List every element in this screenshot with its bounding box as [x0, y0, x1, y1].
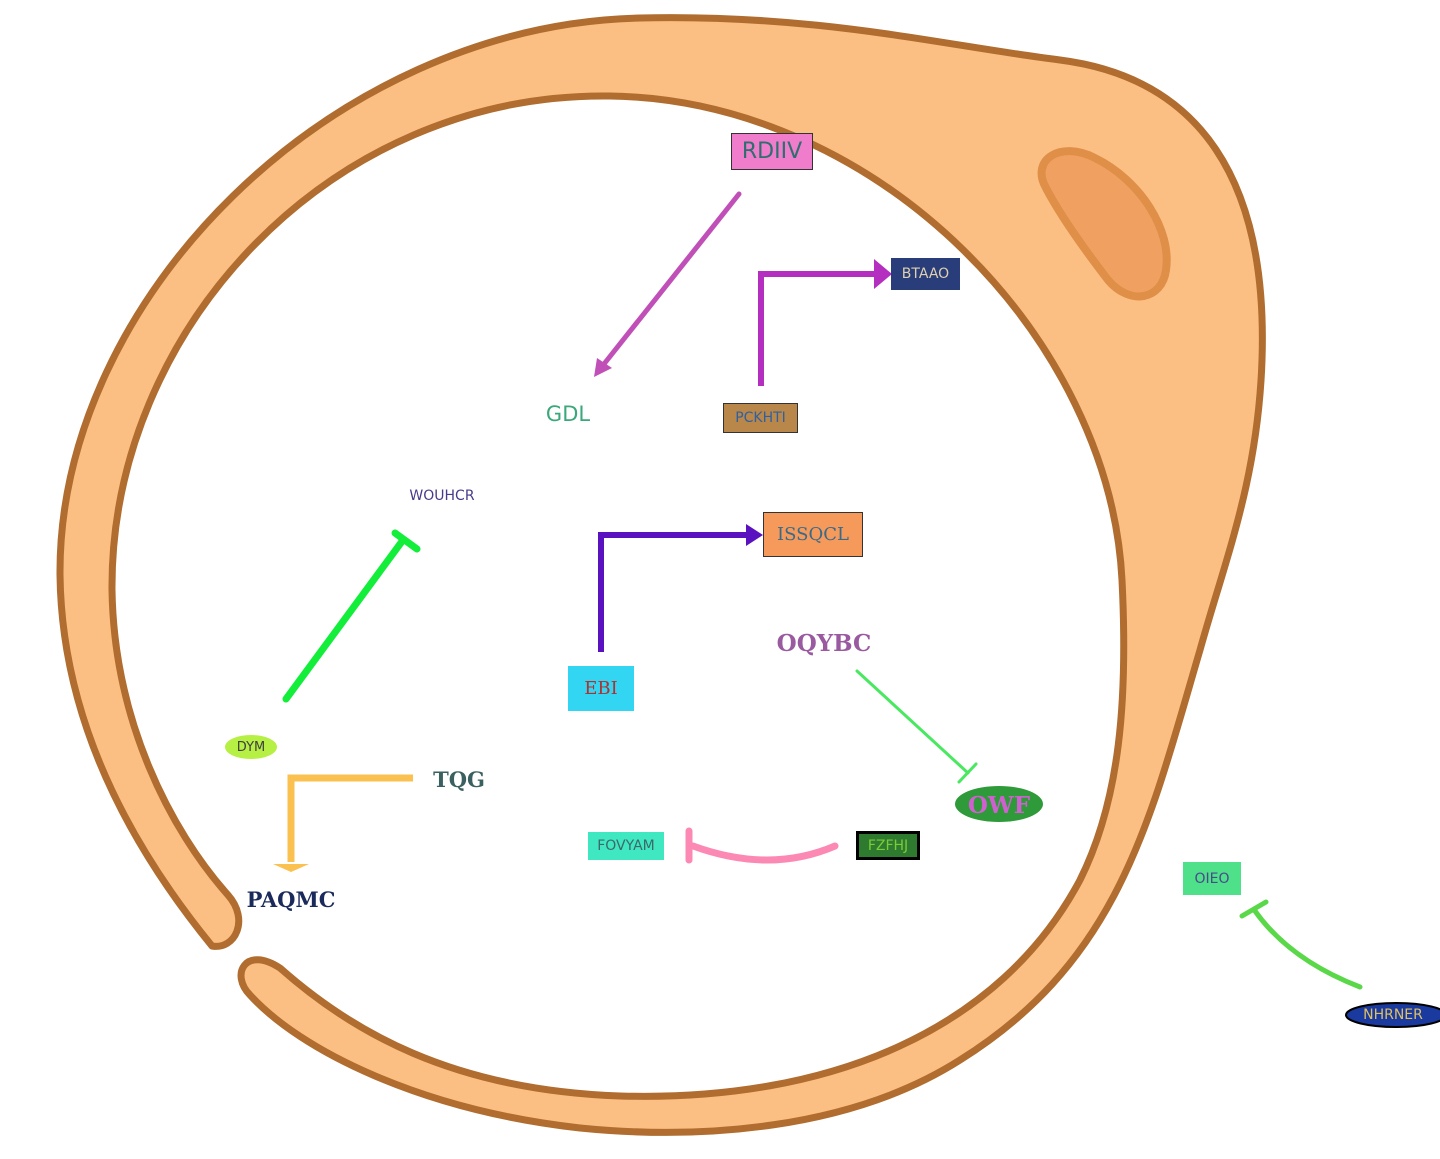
node-fovyam[interactable]: FOVYAM: [588, 832, 664, 860]
edge-pckhti-btaao: [758, 259, 892, 386]
node-rdiiv[interactable]: RDIIV: [731, 133, 813, 170]
edge-fzfhj-fovyam: [685, 827, 839, 864]
edge-nhrner-oieo: [1239, 899, 1363, 990]
node-issqcl[interactable]: ISSQCL: [763, 512, 863, 557]
edge-ebi-issqcl: [598, 524, 763, 652]
node-ebi[interactable]: EBI: [568, 666, 634, 711]
node-oieo[interactable]: OIEO: [1183, 862, 1241, 895]
edge-dym-wouhcr: [282, 529, 421, 703]
node-nhrner-shape: [1345, 1002, 1440, 1028]
node-owf-shape: [955, 786, 1043, 822]
node-dym-shape: [225, 735, 277, 759]
edge-rdiiv-gdl: [594, 191, 742, 377]
organelle: [1037, 147, 1171, 301]
edge-tqg-paqmc: [273, 774, 413, 872]
node-gdl[interactable]: GDL: [545, 402, 591, 426]
node-owf[interactable]: OWF: [967, 791, 1031, 819]
node-btaao[interactable]: BTAAO: [891, 258, 960, 290]
node-dym[interactable]: DYM: [236, 740, 266, 755]
node-nhrner[interactable]: NHRNER: [1363, 1007, 1423, 1023]
node-tqg[interactable]: TQG: [433, 766, 485, 792]
edge-oqybc-owf: [855, 669, 978, 784]
node-oqybc[interactable]: OQYBC: [776, 629, 872, 657]
node-paqmc[interactable]: PAQMC: [246, 886, 336, 912]
node-fzfhj[interactable]: FZFHJ: [856, 831, 920, 860]
cell-membrane: [56, 14, 1266, 1136]
node-wouhcr[interactable]: WOUHCR: [409, 488, 475, 504]
node-pckhti[interactable]: PCKHTI: [723, 403, 798, 433]
